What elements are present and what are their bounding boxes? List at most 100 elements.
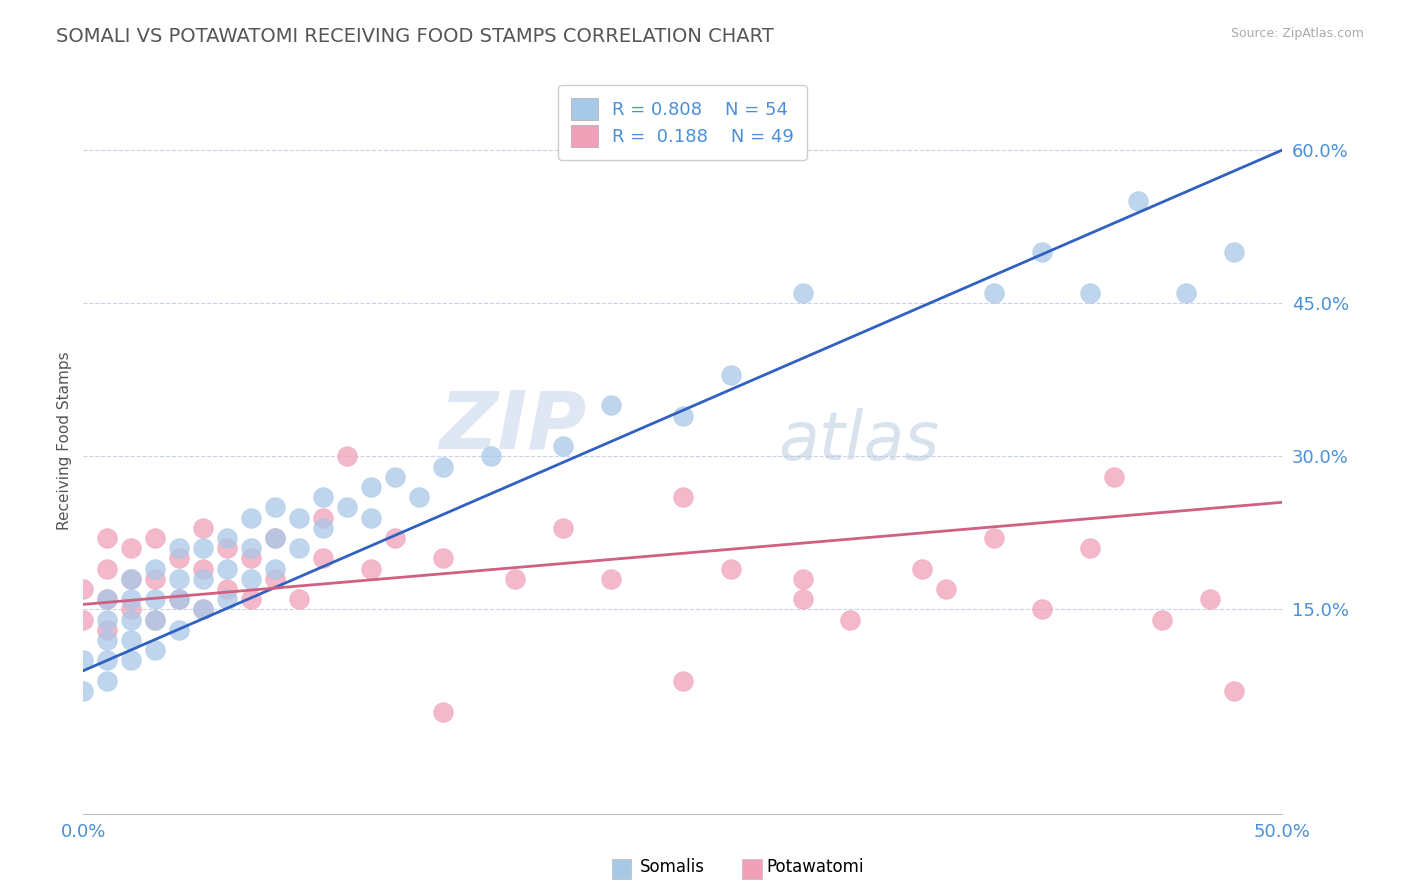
Point [432, 705, 454, 719]
Point [1078, 541, 1101, 556]
Point [191, 602, 214, 616]
Point [264, 531, 287, 545]
Point [217, 561, 239, 575]
Point [191, 572, 214, 586]
Point [312, 490, 335, 504]
Point [143, 643, 166, 657]
Point [96, 592, 118, 607]
Point [672, 673, 695, 688]
Point [120, 572, 142, 586]
Point [1199, 592, 1222, 607]
Point [503, 572, 526, 586]
Point [72, 684, 94, 698]
Point [120, 653, 142, 667]
Point [167, 592, 190, 607]
Point [96, 673, 118, 688]
Point [983, 531, 1005, 545]
Point [167, 623, 190, 637]
Point [792, 592, 814, 607]
Point [240, 572, 263, 586]
Text: ZIP: ZIP [439, 387, 586, 465]
Point [792, 572, 814, 586]
Point [96, 592, 118, 607]
Point [1031, 602, 1053, 616]
Point [120, 572, 142, 586]
Point [1152, 613, 1174, 627]
Legend: R = 0.808    N = 54, R =  0.188    N = 49: R = 0.808 N = 54, R = 0.188 N = 49 [558, 85, 807, 160]
Point [288, 592, 311, 607]
Point [120, 613, 142, 627]
Point [120, 541, 142, 556]
Point [1031, 245, 1053, 260]
Y-axis label: Receiving Food Stamps: Receiving Food Stamps [58, 351, 72, 531]
Point [264, 531, 287, 545]
Text: atlas: atlas [779, 408, 939, 474]
Point [96, 623, 118, 637]
Point [672, 490, 695, 504]
Point [551, 439, 574, 453]
Point [432, 551, 454, 566]
Point [96, 633, 118, 648]
Point [143, 613, 166, 627]
Point [1102, 470, 1125, 484]
Point [1223, 245, 1246, 260]
Point [72, 653, 94, 667]
Point [720, 561, 742, 575]
Point [264, 561, 287, 575]
Point [143, 572, 166, 586]
Point [217, 592, 239, 607]
Point [96, 561, 118, 575]
Point [72, 613, 94, 627]
Point [360, 561, 382, 575]
Point [312, 510, 335, 524]
Point [288, 510, 311, 524]
Point [167, 572, 190, 586]
Point [384, 531, 406, 545]
Point [1223, 684, 1246, 698]
Point [432, 459, 454, 474]
Point [191, 561, 214, 575]
Point [312, 521, 335, 535]
Point [96, 531, 118, 545]
Point [1126, 194, 1149, 209]
Point [191, 521, 214, 535]
Point [551, 521, 574, 535]
Text: Potawatomi: Potawatomi [766, 858, 863, 876]
Text: Somalis: Somalis [640, 858, 704, 876]
Point [143, 561, 166, 575]
Text: Source: ZipAtlas.com: Source: ZipAtlas.com [1230, 27, 1364, 40]
Point [120, 592, 142, 607]
Point [288, 541, 311, 556]
Point [217, 582, 239, 596]
Text: SOMALI VS POTAWATOMI RECEIVING FOOD STAMPS CORRELATION CHART: SOMALI VS POTAWATOMI RECEIVING FOOD STAM… [56, 27, 773, 45]
Point [1175, 286, 1198, 301]
Point [240, 541, 263, 556]
Point [720, 368, 742, 382]
Point [191, 541, 214, 556]
Point [240, 510, 263, 524]
Point [143, 531, 166, 545]
Point [384, 470, 406, 484]
Point [360, 480, 382, 494]
Point [191, 602, 214, 616]
Point [336, 500, 359, 515]
Point [120, 633, 142, 648]
Point [599, 572, 621, 586]
Point [264, 572, 287, 586]
Point [217, 531, 239, 545]
Point [217, 541, 239, 556]
Point [360, 510, 382, 524]
Point [935, 582, 957, 596]
Point [120, 602, 142, 616]
Point [240, 551, 263, 566]
Point [599, 398, 621, 412]
Point [143, 613, 166, 627]
Point [96, 653, 118, 667]
Point [336, 450, 359, 464]
Point [983, 286, 1005, 301]
Point [479, 450, 502, 464]
Point [167, 551, 190, 566]
Point [264, 500, 287, 515]
Point [240, 592, 263, 607]
Point [167, 592, 190, 607]
